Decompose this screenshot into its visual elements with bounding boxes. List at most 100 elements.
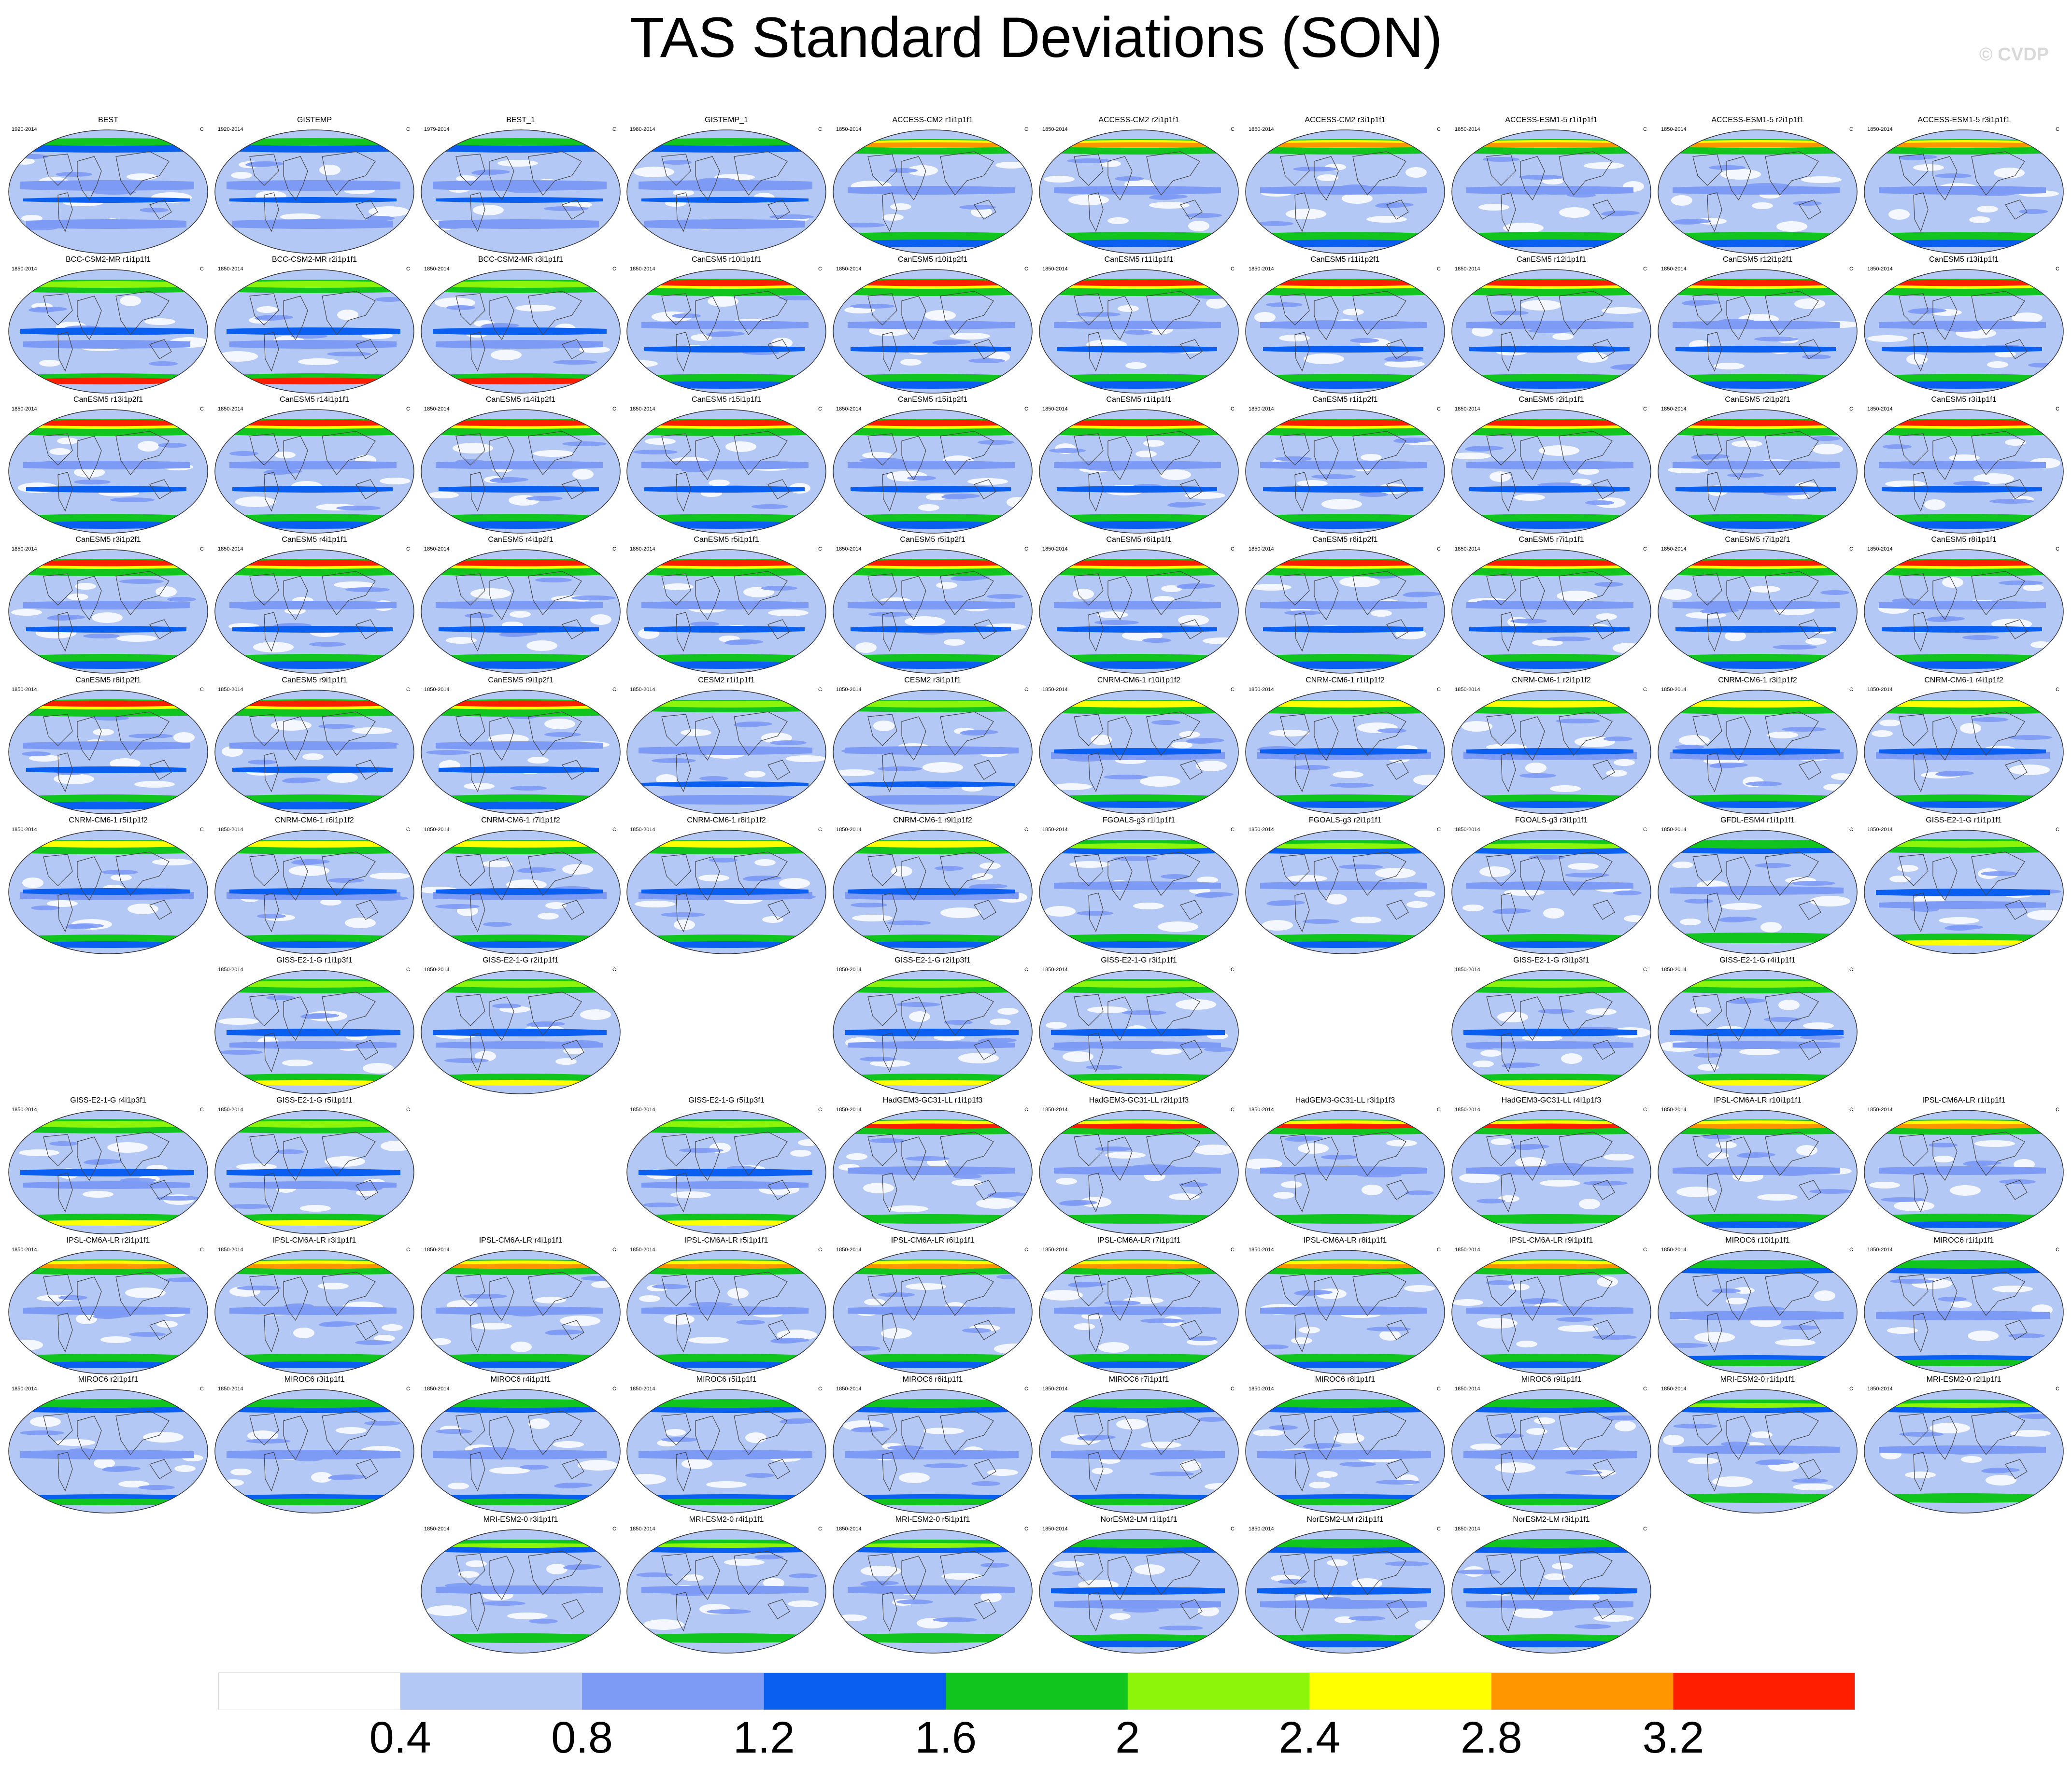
- panel-units: C: [406, 827, 410, 833]
- panel-title: CanESM5 r5i1p1f1: [694, 536, 759, 544]
- map-panel: CanESM5 r2i1p2f1 1850-2014 C: [1654, 396, 1861, 536]
- panel-units: C: [200, 827, 204, 833]
- map-panel: IPSL-CM6A-LR r6i1p1f1 1850-2014 C: [829, 1236, 1036, 1376]
- panel-title: ACCESS-ESM1-5 r3i1p1f1: [1917, 116, 2010, 124]
- panel-years: 1850-2014: [630, 1526, 655, 1532]
- map-panel: CanESM5 r3i1p1f1 1850-2014 C: [1860, 396, 2067, 536]
- panel-years: 1850-2014: [12, 827, 37, 833]
- panel-title: CanESM5 r3i1p2f1: [75, 536, 141, 544]
- panel-title: CanESM5 r3i1p1f1: [1931, 396, 1997, 404]
- panel-units: C: [1849, 1107, 1853, 1113]
- panel-units: C: [612, 546, 616, 552]
- panel-units: C: [200, 546, 204, 552]
- panel-units: C: [2056, 1247, 2059, 1253]
- panel-units: C: [406, 687, 410, 693]
- panel-years: 1850-2014: [1042, 1386, 1068, 1392]
- panel-units: C: [200, 266, 204, 272]
- panel-years: 1920-2014: [218, 127, 243, 132]
- panel-years: 1920-2014: [12, 127, 37, 132]
- panel-years: 1850-2014: [1042, 127, 1068, 132]
- panel-years: 1850-2014: [1249, 1107, 1274, 1113]
- world-map: [1864, 549, 2064, 674]
- panel-units: C: [2056, 266, 2059, 272]
- panel-units: C: [406, 127, 410, 132]
- panel-units: C: [1849, 687, 1853, 693]
- map-panel: CanESM5 r5i1p1f1 1850-2014 C: [623, 536, 830, 676]
- world-map: [8, 1110, 208, 1234]
- map-panel: MIROC6 r7i1p1f1 1850-2014 C: [1036, 1375, 1242, 1515]
- map-panel: CNRM-CM6-1 r7i1p1f2 1850-2014 C: [417, 816, 624, 956]
- panel-title: NorESM2-LM r1i1p1f1: [1100, 1515, 1178, 1524]
- panel-title: CanESM5 r7i1p2f1: [1725, 536, 1790, 544]
- map-panel: GFDL-ESM4 r1i1p1f1 1850-2014 C: [1654, 816, 1861, 956]
- map-panel: ACCESS-CM2 r2i1p1f1 1850-2014 C: [1036, 116, 1242, 256]
- world-map: [214, 690, 414, 814]
- map-panel: IPSL-CM6A-LR r1i1p1f1 1850-2014 C: [1860, 1096, 2067, 1236]
- panel-years: 1850-2014: [12, 1386, 37, 1392]
- panel-title: NorESM2-LM r2i1p1f1: [1306, 1515, 1384, 1524]
- panel-units: C: [1643, 1526, 1647, 1532]
- panel-units: C: [1849, 967, 1853, 973]
- panel-years: 1850-2014: [1455, 1107, 1480, 1113]
- panel-years: 1850-2014: [1867, 1107, 1893, 1113]
- world-map: [833, 1110, 1033, 1234]
- colorbar-tick-label: 2.8: [1460, 1713, 1522, 1762]
- panel-years: 1850-2014: [836, 266, 862, 272]
- world-map: [626, 129, 826, 254]
- panel-units: C: [1024, 1386, 1028, 1392]
- panel-units: C: [1643, 1247, 1647, 1253]
- panel-years: 1850-2014: [836, 546, 862, 552]
- map-panel: MIROC6 r3i1p1f1 1850-2014 C: [211, 1375, 418, 1515]
- panel-title: BCC-CSM2-MR r1i1p1f1: [65, 255, 151, 264]
- panel-title: CanESM5 r8i1p2f1: [75, 676, 141, 684]
- panel-title: MRI-ESM2-0 r5i1p1f1: [895, 1515, 970, 1524]
- map-panel: IPSL-CM6A-LR r7i1p1f1 1850-2014 C: [1036, 1236, 1242, 1376]
- world-map: [214, 409, 414, 534]
- panel-years: 1850-2014: [1661, 967, 1687, 973]
- panel-units: C: [1849, 127, 1853, 132]
- map-panel: GISS-E2-1-G r1i1p1f1 1850-2014 C: [1860, 816, 2067, 956]
- world-map: [1245, 1110, 1445, 1234]
- world-map: [421, 970, 621, 1094]
- colorbar-segment: [1127, 1672, 1310, 1710]
- world-map: [421, 1250, 621, 1374]
- panel-units: C: [1643, 1107, 1647, 1113]
- map-panel: MRI-ESM2-0 r4i1p1f1 1850-2014 C: [623, 1515, 830, 1656]
- world-map: [214, 1110, 414, 1234]
- map-panel: FGOALS-g3 r2i1p1f1 1850-2014 C: [1242, 816, 1448, 956]
- panel-title: CNRM-CM6-1 r9i1p1f2: [893, 816, 972, 824]
- world-map: [1864, 1110, 2064, 1234]
- panel-title: BCC-CSM2-MR r2i1p1f1: [271, 255, 357, 264]
- panel-title: CanESM5 r15i1p1f1: [691, 396, 762, 404]
- world-map: [1245, 129, 1445, 254]
- panel-years: 1850-2014: [1455, 546, 1480, 552]
- world-map: [8, 549, 208, 674]
- world-map: [1451, 1389, 1651, 1514]
- panel-units: C: [1024, 967, 1028, 973]
- panel-title: BEST: [98, 116, 118, 124]
- panel-units: C: [1849, 546, 1853, 552]
- world-map: [214, 970, 414, 1094]
- panel-years: 1979-2014: [424, 127, 450, 132]
- panel-title: MRI-ESM2-0 r4i1p1f1: [689, 1515, 764, 1524]
- world-map: [214, 1389, 414, 1514]
- world-map: [626, 830, 826, 954]
- panel-title: ACCESS-ESM1-5 r1i1p1f1: [1505, 116, 1598, 124]
- panel-years: 1850-2014: [1249, 406, 1274, 412]
- map-panel: IPSL-CM6A-LR r3i1p1f1 1850-2014 C: [211, 1236, 418, 1376]
- panel-years: 1850-2014: [1867, 127, 1893, 132]
- panel-units: C: [1231, 127, 1235, 132]
- map-panel: GISS-E2-1-G r2i1p3f1 1850-2014 C: [829, 956, 1036, 1096]
- world-map: [1245, 830, 1445, 954]
- panel-title: ACCESS-ESM1-5 r2i1p1f1: [1711, 116, 1804, 124]
- panel-title: CNRM-CM6-1 r3i1p1f2: [1718, 676, 1797, 684]
- panel-units: C: [818, 406, 822, 412]
- panel-title: NorESM2-LM r3i1p1f1: [1513, 1515, 1590, 1524]
- panel-units: C: [200, 1107, 204, 1113]
- panel-title: ACCESS-CM2 r3i1p1f1: [1305, 116, 1386, 124]
- world-map: [1245, 409, 1445, 534]
- panel-title: CNRM-CM6-1 r6i1p1f2: [275, 816, 354, 824]
- panel-years: 1850-2014: [1249, 687, 1274, 693]
- panel-units: C: [1024, 687, 1028, 693]
- world-map: [1245, 1529, 1445, 1654]
